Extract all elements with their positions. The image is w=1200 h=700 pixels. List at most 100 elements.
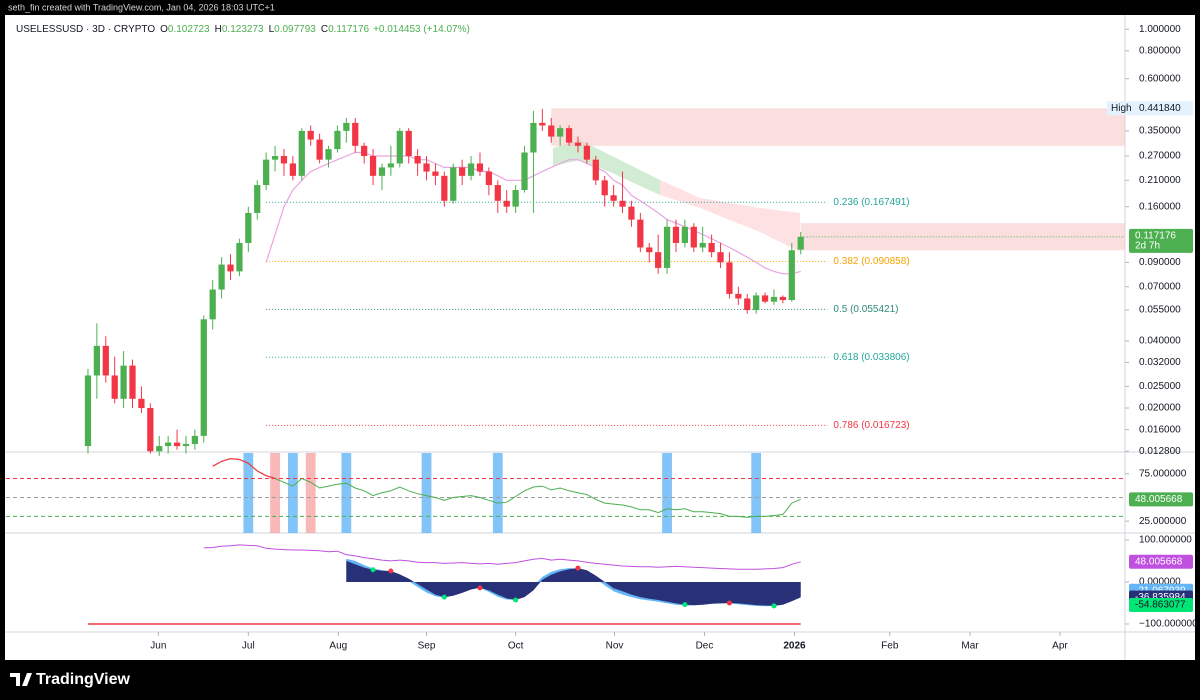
candle-body — [111, 375, 118, 399]
candle-body — [280, 156, 288, 164]
x-tick-label: Oct — [508, 641, 524, 652]
y-tick-label: 1.000000 — [1139, 24, 1181, 35]
candle-body — [218, 264, 225, 290]
signal-dot — [388, 568, 394, 574]
y-tick-label: 0.020000 — [1139, 403, 1181, 414]
candle-body — [165, 442, 172, 447]
candle-body — [583, 145, 591, 160]
candle-body — [619, 200, 626, 207]
signal-band — [270, 453, 280, 533]
candle-body — [352, 122, 359, 146]
candle-body — [530, 122, 537, 153]
logo-mark — [10, 673, 32, 686]
slow-area — [346, 560, 801, 606]
y-tick-label: 0.160000 — [1139, 201, 1181, 212]
price-label: 0.117176 — [1135, 230, 1176, 241]
candle-body — [476, 163, 484, 172]
brand: TradingView — [36, 671, 131, 688]
candle-body — [173, 442, 181, 447]
header-part: 0.102723 — [168, 24, 210, 35]
candle-body — [557, 128, 564, 137]
candle-body — [459, 167, 466, 176]
y-tick-label: 75.000000 — [1139, 468, 1187, 479]
fib-label: 0.618 (0.033806) — [833, 352, 909, 363]
credit: seth_fin created with TradingView.com, J… — [8, 2, 275, 12]
candle-body — [138, 398, 145, 409]
candle-body — [726, 262, 733, 294]
candle-body — [245, 212, 252, 243]
logo: TradingView — [10, 671, 131, 688]
y-tick-label: 100.000000 — [1139, 535, 1192, 546]
candle-body — [485, 171, 492, 186]
candle-body — [735, 293, 742, 299]
candle-body — [147, 408, 154, 452]
y-tick-label: 0.040000 — [1139, 336, 1181, 347]
cloud — [660, 180, 800, 252]
candle-body — [690, 226, 697, 248]
candle-body — [672, 226, 680, 243]
y-tick-label: 0.055000 — [1139, 305, 1181, 316]
x-tick-label: Jun — [150, 641, 166, 652]
y-tick-label: −100.000000 — [1139, 619, 1198, 630]
candle-body — [93, 345, 100, 376]
candle-body — [334, 130, 341, 150]
rsi-value-box — [1129, 492, 1193, 507]
y-tick-label: 25.000000 — [1139, 516, 1187, 527]
rsi-line — [212, 458, 801, 518]
x-tick-label: Mar — [961, 641, 979, 652]
candle-body — [503, 200, 510, 207]
candle-body — [316, 139, 323, 160]
fib-label: 0.382 (0.090858) — [833, 256, 909, 267]
signal-band — [287, 453, 298, 533]
candle-body — [191, 435, 198, 444]
candle-body — [200, 319, 207, 436]
candle-body — [601, 180, 608, 196]
candle-body — [129, 365, 136, 399]
candle-body — [592, 159, 599, 181]
candle-body — [307, 130, 314, 140]
candle-body — [681, 226, 689, 243]
signal-dot — [575, 565, 581, 571]
candle-body — [325, 149, 332, 160]
high-box — [1107, 101, 1193, 116]
candle-body — [788, 250, 795, 301]
candle-body — [396, 130, 403, 164]
candle-body — [84, 375, 92, 447]
y-tick-label: 0.210000 — [1139, 175, 1181, 186]
signal-band — [662, 453, 672, 533]
candle-body — [744, 298, 751, 311]
osc-line-value-box — [1129, 554, 1193, 569]
signal-band — [421, 453, 432, 533]
signal-dot — [441, 594, 447, 600]
candle-body — [361, 145, 368, 157]
candle-body — [779, 296, 787, 301]
high-value: 0.441840 — [1139, 103, 1181, 114]
candle-body — [646, 247, 653, 253]
signal-dot — [771, 603, 777, 609]
candle-body — [182, 443, 190, 447]
x-tick-label: 2026 — [783, 641, 806, 652]
candle-body — [663, 226, 671, 268]
candle-body — [770, 296, 778, 302]
candle-body — [761, 295, 769, 302]
candle-body — [637, 219, 644, 248]
y-tick-label: 0.600000 — [1139, 73, 1181, 84]
candle-body — [512, 190, 519, 207]
marker-value-box — [1129, 598, 1193, 613]
candle-body — [717, 252, 724, 263]
header-part: O — [160, 24, 168, 35]
candle-body — [102, 345, 109, 376]
signal-band — [751, 453, 762, 533]
cloud — [553, 140, 660, 195]
fib-label: 0.5 (0.055421) — [833, 304, 898, 315]
y-tick-label: 0.090000 — [1139, 257, 1181, 268]
candle-body — [432, 171, 439, 176]
candle-body — [414, 156, 421, 164]
x-tick-label: Sep — [418, 641, 436, 652]
candle-body — [441, 175, 448, 201]
candle-body — [655, 252, 662, 268]
candle-body — [450, 167, 457, 201]
candle-body — [298, 130, 305, 176]
osc-line — [203, 544, 801, 570]
